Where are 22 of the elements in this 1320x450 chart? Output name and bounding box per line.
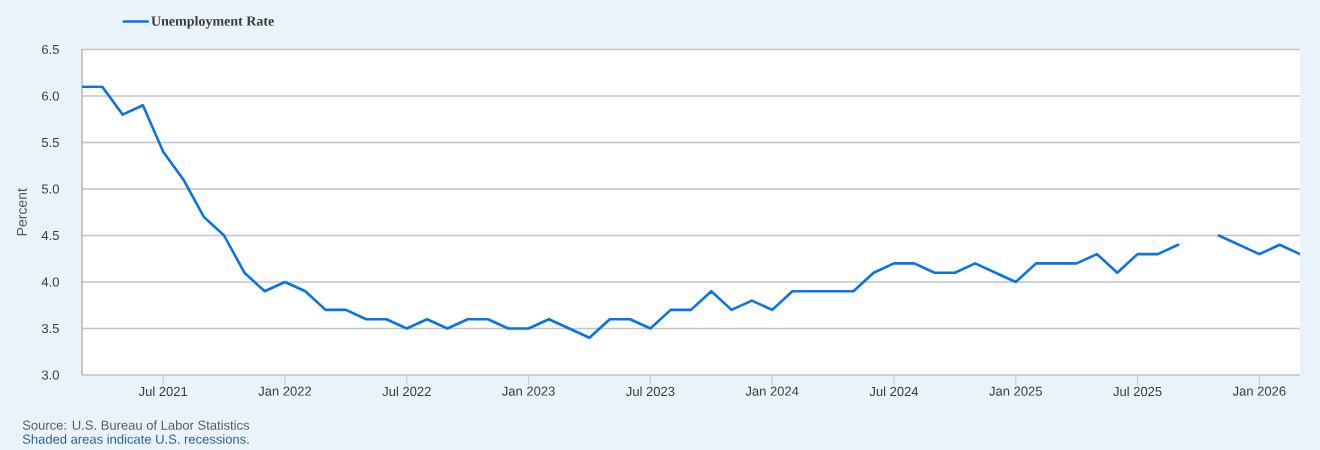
- x-tick-label: Jul 2021: [138, 386, 188, 397]
- y-tick-label: 5.0: [41, 184, 59, 194]
- x-tick-label: Jan 2025: [989, 386, 1042, 396]
- legend-label: Unemployment Rate: [151, 15, 274, 29]
- x-tick-label: Jan 2026: [1232, 386, 1286, 396]
- x-tick-label: Jan 2022: [258, 386, 312, 396]
- y-tick-label: 5.5: [41, 137, 59, 148]
- text: Shaded areas indicate U.S. recessions.: [22, 434, 249, 444]
- x-tick-label: Jul 2022: [382, 386, 431, 397]
- y-tick-label: 6.5: [42, 44, 59, 55]
- x-tick-label: Jul 2025: [1113, 386, 1162, 397]
- y-tick-label: 3.5: [41, 323, 59, 334]
- y-axis-title: Percent: [17, 188, 27, 236]
- y-tick-label: 4.0: [41, 277, 59, 287]
- y-tick-label: 6.0: [42, 91, 59, 101]
- x-tick-label: Jan 2024: [745, 386, 799, 396]
- y-tick-label: 4.5: [41, 230, 59, 241]
- y-tick-label: 3.0: [41, 370, 59, 380]
- source-note: Source: U.S. Bureau of Labor Statistics: [22, 420, 250, 430]
- x-tick-label: Jul 2024: [869, 386, 919, 397]
- x-tick-label: Jan 2023: [502, 386, 555, 396]
- x-tick-label: Jul 2023: [626, 386, 675, 397]
